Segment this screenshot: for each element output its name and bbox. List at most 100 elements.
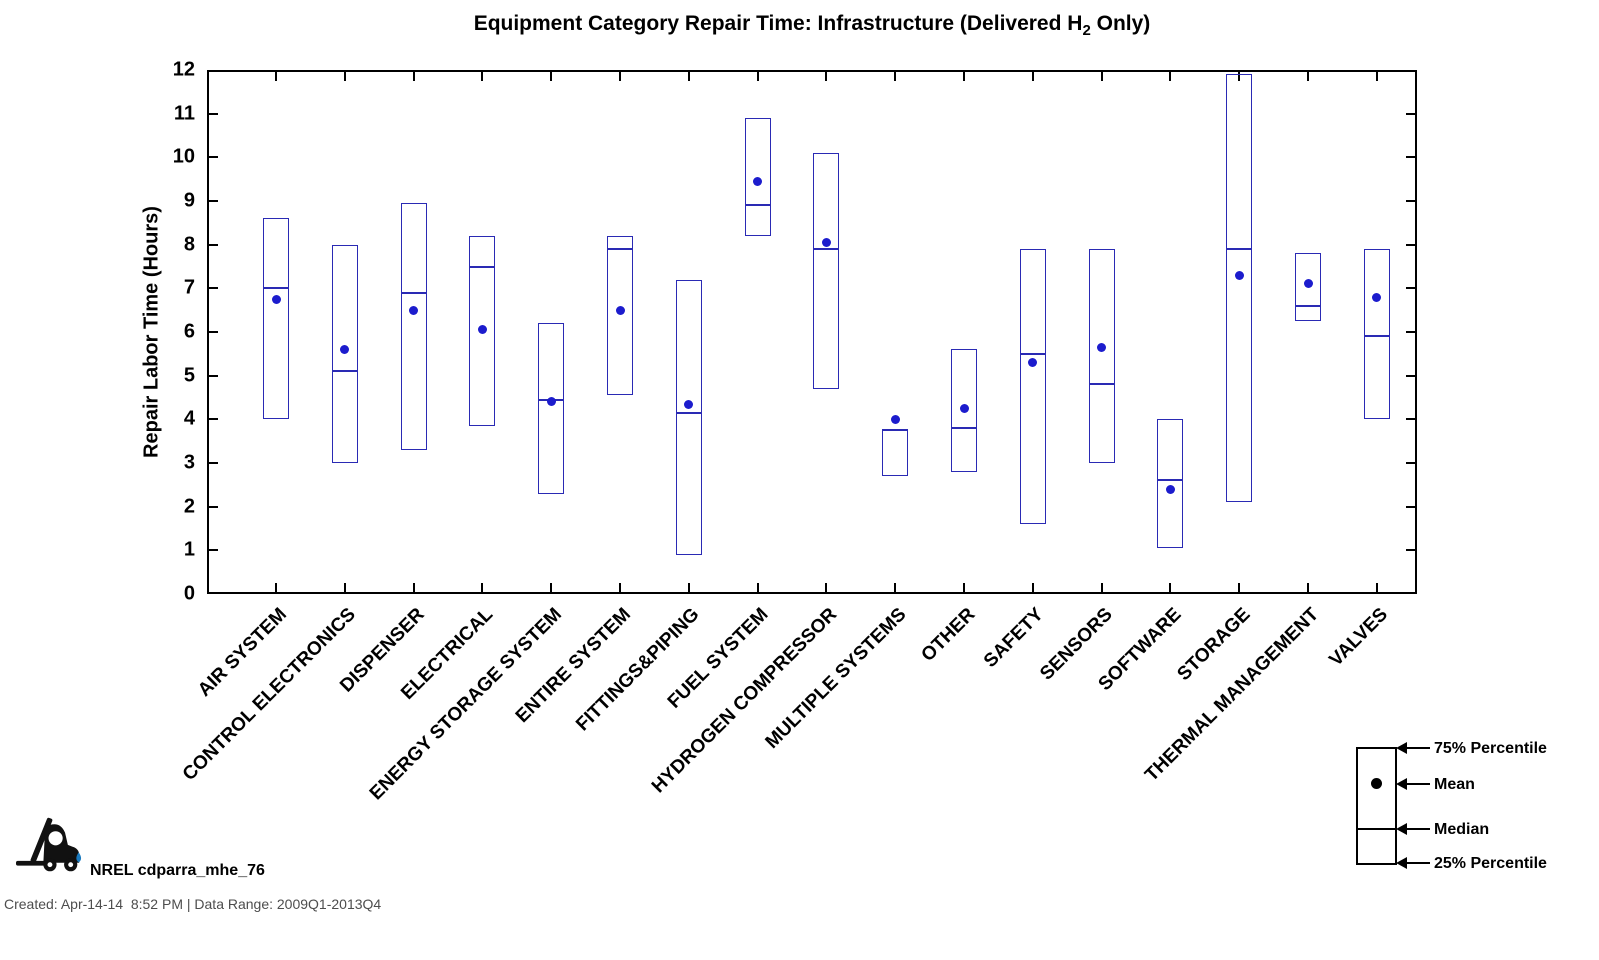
box-hydrogen-compressor — [813, 152, 840, 389]
y-tick-label: 0 — [183, 582, 195, 605]
median-line — [1088, 383, 1115, 386]
x-tick-bottom — [1307, 583, 1309, 592]
legend-arrowhead-median-icon — [1396, 823, 1407, 835]
chart-title: Equipment Category Repair Time: Infrastr… — [207, 12, 1417, 39]
chart-title-text: Equipment Category Repair Time: Infrastr… — [473, 12, 1083, 35]
legend-arrow-25 — [1398, 862, 1430, 864]
mean-dot — [1372, 292, 1382, 302]
legend-label-median: Median — [1434, 821, 1490, 838]
legend-box-symbol — [1356, 747, 1397, 865]
x-category-label: ENTIRE SYSTEM — [511, 604, 635, 728]
x-tick-bottom — [825, 583, 828, 592]
box-control-electronics — [331, 244, 358, 463]
y-tick-label: 2 — [183, 495, 195, 518]
x-tick-bottom — [343, 583, 346, 592]
y-tick-label: 6 — [183, 320, 195, 343]
y-tick-left — [209, 418, 218, 421]
legend-label-75-percentile: 75% Percentile — [1434, 740, 1547, 757]
median-line — [1295, 304, 1321, 307]
box-sensors — [1088, 249, 1115, 463]
x-tick-top — [550, 72, 553, 81]
box-valves — [1363, 249, 1390, 420]
chart-title-suffix: Only) — [1090, 12, 1151, 35]
mean-dot — [546, 397, 556, 407]
y-tick-right — [1406, 287, 1415, 290]
mean-dot — [1165, 484, 1175, 494]
x-category-label: VALVES — [1325, 604, 1392, 671]
median-line — [744, 204, 771, 207]
y-tick-right — [1406, 418, 1415, 421]
box-air-system — [263, 218, 289, 420]
y-tick-left — [209, 112, 218, 115]
y-tick-right — [1406, 331, 1415, 333]
x-tick-top — [412, 72, 415, 81]
legend-mean-dot-symbol — [1371, 778, 1382, 789]
x-tick-bottom — [687, 583, 690, 592]
median-line — [331, 370, 358, 373]
mean-dot — [615, 305, 625, 315]
y-tick-left — [209, 243, 218, 246]
x-tick-top — [825, 72, 828, 81]
y-tick-left — [209, 200, 218, 202]
x-tick-bottom — [481, 583, 484, 592]
mean-dot — [409, 305, 419, 315]
y-tick-label: 1 — [183, 538, 195, 561]
box-fittings-piping — [675, 279, 702, 555]
y-tick-right — [1406, 462, 1415, 464]
y-tick-right — [1406, 200, 1415, 202]
box-multiple-systems — [882, 430, 909, 477]
legend-label-25-percentile: 25% Percentile — [1434, 855, 1547, 872]
y-tick-left — [209, 156, 218, 159]
x-tick-top — [1100, 72, 1103, 81]
y-tick-right — [1406, 156, 1415, 159]
y-tick-left — [209, 287, 218, 290]
x-tick-top — [619, 72, 621, 81]
x-tick-top — [1307, 72, 1309, 81]
box-software — [1157, 419, 1184, 549]
x-tick-bottom — [412, 583, 415, 592]
legend-arrow-75 — [1398, 747, 1430, 749]
y-tick-label: 10 — [172, 145, 195, 168]
x-tick-bottom — [1100, 583, 1103, 592]
box-entire-system — [607, 235, 633, 396]
x-tick-top — [343, 72, 346, 81]
median-line — [813, 248, 840, 251]
x-tick-top — [275, 72, 277, 81]
median-line — [1363, 335, 1390, 338]
median-line — [1157, 479, 1184, 482]
box-fuel-system — [744, 118, 771, 236]
mean-dot — [753, 176, 763, 186]
x-tick-top — [687, 72, 690, 81]
x-category-label: MULTIPLE SYSTEMS — [761, 604, 911, 753]
y-tick-label: 12 — [172, 58, 195, 81]
x-tick-top — [756, 72, 759, 81]
box-dispenser — [400, 203, 427, 450]
x-tick-bottom — [619, 583, 621, 592]
legend-arrowhead-25-icon — [1396, 857, 1407, 869]
median-line — [951, 427, 977, 430]
median-line — [607, 248, 633, 251]
x-tick-top — [481, 72, 484, 81]
x-tick-bottom — [550, 583, 553, 592]
mean-dot — [1303, 279, 1313, 289]
x-tick-top — [1375, 72, 1378, 81]
x-tick-top — [1031, 72, 1034, 81]
mean-dot — [271, 294, 281, 304]
x-tick-bottom — [275, 583, 277, 592]
mean-dot — [1028, 358, 1038, 368]
x-category-label: FITTINGS&PIPING — [572, 604, 704, 736]
y-tick-label: 11 — [173, 102, 195, 125]
legend-arrowhead-mean-icon — [1396, 778, 1407, 790]
y-tick-right — [1406, 374, 1415, 377]
y-tick-left — [209, 505, 218, 508]
y-tick-left — [209, 331, 218, 333]
x-tick-bottom — [894, 583, 897, 592]
x-tick-bottom — [1169, 583, 1172, 592]
mean-dot — [477, 325, 487, 335]
box-storage — [1226, 74, 1253, 503]
median-line — [263, 287, 289, 290]
legend-arrowhead-75-icon — [1396, 742, 1407, 754]
x-tick-bottom — [1238, 583, 1241, 592]
x-tick-bottom — [756, 583, 759, 592]
